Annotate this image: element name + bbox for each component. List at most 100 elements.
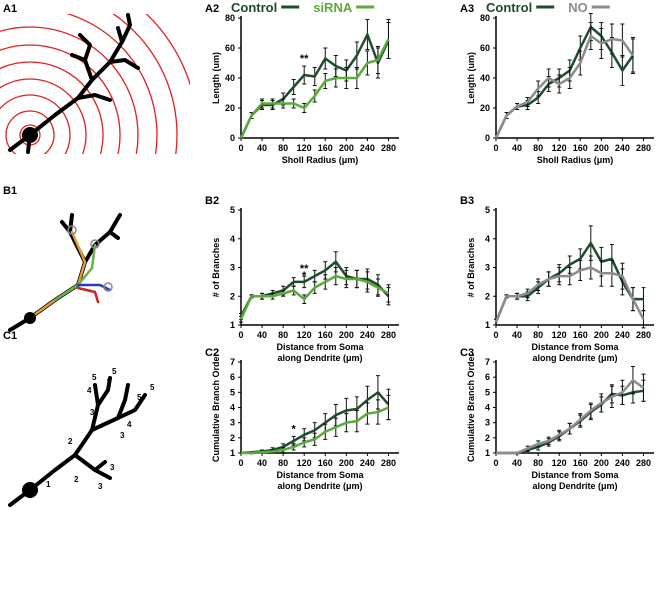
x-tick-label: 40 <box>257 143 267 153</box>
y-tick-label: 5 <box>230 387 235 397</box>
error-bar <box>386 394 391 421</box>
x-tick-label: 0 <box>238 330 243 340</box>
x-tick-label: 280 <box>381 143 396 153</box>
x-tick-label: 240 <box>360 143 375 153</box>
branch-order: 3 <box>120 431 125 440</box>
x-tick-label: 0 <box>238 143 243 153</box>
x-tick-label: 240 <box>360 330 375 340</box>
branch-order: 3 <box>110 463 115 472</box>
series-line <box>494 266 645 323</box>
y-tick-label: 7 <box>230 357 235 367</box>
y-tick-label: 4 <box>230 234 235 244</box>
x-tick-label: 80 <box>278 143 288 153</box>
error-bar <box>641 310 646 329</box>
panel-label: A1 <box>3 3 17 15</box>
x-tick-label: 80 <box>533 330 543 340</box>
x-tick-label: 80 <box>278 330 288 340</box>
x-tick-label: 240 <box>360 458 375 468</box>
series-line <box>239 33 390 139</box>
x-tick-label: 200 <box>594 330 609 340</box>
y-tick-label: 1 <box>230 320 235 330</box>
y-tick-label: 5 <box>485 205 490 215</box>
x-tick-label: 160 <box>318 458 333 468</box>
y-tick-label: 3 <box>485 418 490 428</box>
x-tick-label: 200 <box>339 458 354 468</box>
y-tick-label: 3 <box>230 418 235 428</box>
x-tick-label: 40 <box>512 458 522 468</box>
x-axis-label: along Dendrite (μm) <box>532 481 617 491</box>
y-tick-label: 7 <box>485 357 490 367</box>
x-axis-label: Distance from Soma <box>531 342 619 352</box>
x-tick-label: 160 <box>573 143 588 153</box>
significance: * <box>302 270 307 282</box>
x-tick-label: 120 <box>552 458 567 468</box>
error-bar <box>386 284 391 303</box>
x-tick-label: 280 <box>636 143 651 153</box>
sholl-circles <box>0 14 190 154</box>
x-tick-label: 280 <box>636 458 651 468</box>
branch-order: 3 <box>98 482 103 491</box>
significance: ** <box>300 53 309 65</box>
x-axis-label: Sholl Radius (μm) <box>537 155 614 165</box>
neuron-c1 <box>8 376 147 507</box>
x-tick-label: 40 <box>512 330 522 340</box>
x-tick-label: 0 <box>238 458 243 468</box>
y-tick-label: 5 <box>230 205 235 215</box>
legend-label: Control <box>486 0 532 15</box>
y-tick-label: 1 <box>485 448 490 458</box>
y-tick-label: 60 <box>225 43 235 53</box>
y-tick-label: 1 <box>230 448 235 458</box>
legend-label: NO <box>568 0 588 15</box>
y-tick-label: 0 <box>485 133 490 143</box>
x-axis-label: along Dendrite (μm) <box>277 353 362 363</box>
y-tick-label: 3 <box>485 263 490 273</box>
branch-order: 2 <box>68 437 73 446</box>
x-tick-label: 120 <box>552 330 567 340</box>
x-tick-label: 160 <box>318 330 333 340</box>
y-axis-label: Length (um) <box>466 52 476 104</box>
panel-label: C2 <box>205 347 219 359</box>
y-tick-label: 6 <box>230 372 235 382</box>
x-tick-label: 40 <box>257 330 267 340</box>
y-tick-label: 2 <box>230 291 235 301</box>
error-bar <box>386 19 391 59</box>
x-axis-label: Distance from Soma <box>276 470 364 480</box>
x-axis-label: Distance from Soma <box>531 470 619 480</box>
neuron-b1 <box>8 213 122 332</box>
y-tick-label: 4 <box>485 403 490 413</box>
x-tick-label: 200 <box>594 143 609 153</box>
y-tick-label: 5 <box>485 387 490 397</box>
series-line <box>494 34 634 139</box>
panel-label: C3 <box>460 347 474 359</box>
branch-order: 4 <box>127 420 132 429</box>
x-tick-label: 120 <box>297 330 312 340</box>
branch-order: 5 <box>92 373 97 382</box>
x-axis-label: along Dendrite (μm) <box>532 353 617 363</box>
branch-order: 2 <box>74 475 79 484</box>
x-tick-label: 280 <box>381 330 396 340</box>
legend-label: Control <box>231 0 277 15</box>
y-tick-label: 4 <box>230 403 235 413</box>
branch-order: 1 <box>46 480 51 489</box>
y-tick-label: 40 <box>225 73 235 83</box>
panel-label: A3 <box>460 3 474 15</box>
y-tick-label: 20 <box>225 103 235 113</box>
x-tick-label: 80 <box>533 143 543 153</box>
x-tick-label: 200 <box>594 458 609 468</box>
y-tick-label: 20 <box>480 103 490 113</box>
y-axis-label: # of Branches <box>211 238 221 298</box>
x-tick-label: 0 <box>493 330 498 340</box>
x-tick-label: 240 <box>615 330 630 340</box>
x-tick-label: 40 <box>257 458 267 468</box>
series-line <box>496 378 645 455</box>
x-tick-label: 160 <box>573 330 588 340</box>
branch-order: 5 <box>112 367 117 376</box>
x-tick-label: 240 <box>615 143 630 153</box>
x-tick-label: 280 <box>381 458 396 468</box>
y-tick-label: 4 <box>485 234 490 244</box>
x-tick-label: 200 <box>339 143 354 153</box>
y-axis-label: Cumulative Branch Order <box>466 352 476 462</box>
y-tick-label: 80 <box>225 13 235 23</box>
x-tick-label: 240 <box>615 458 630 468</box>
